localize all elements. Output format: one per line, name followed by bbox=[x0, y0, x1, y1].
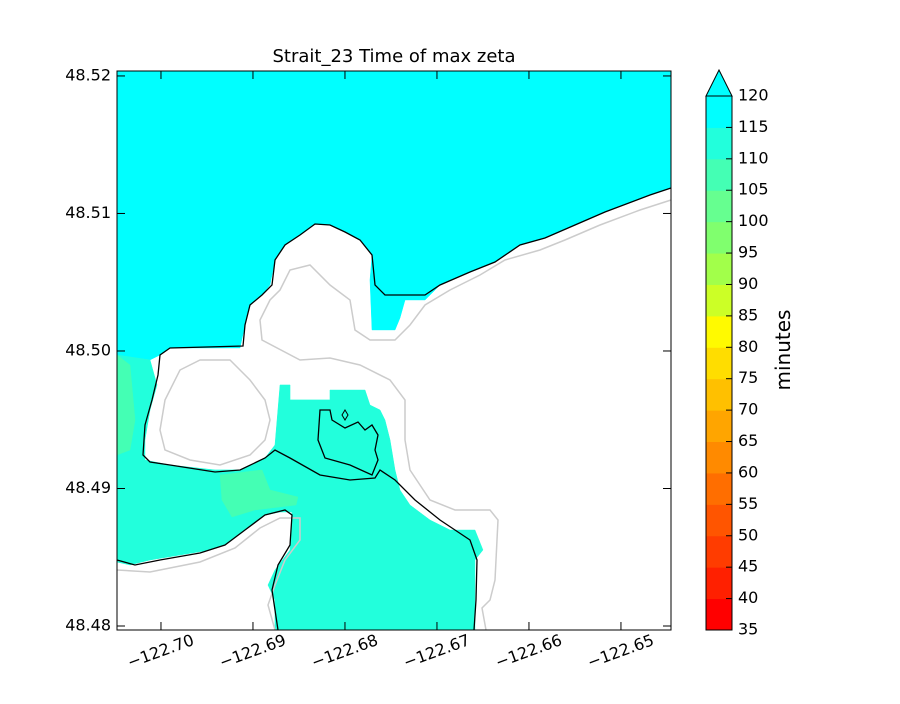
colorbar-tick-label: 105 bbox=[738, 180, 769, 199]
y-tick-label: 48.52 bbox=[65, 65, 111, 84]
colorbar-bin bbox=[706, 315, 732, 348]
colorbar-bin bbox=[706, 127, 732, 160]
colorbar-tick-label: 35 bbox=[738, 620, 758, 639]
colorbar-tick-label: 65 bbox=[738, 431, 758, 450]
depth-contour bbox=[159, 359, 271, 466]
colorbar-tick-label: 110 bbox=[738, 148, 769, 167]
colorbar-bin bbox=[706, 598, 732, 631]
colorbar-bin bbox=[706, 504, 732, 537]
shoreline bbox=[116, 509, 293, 631]
colorbar-tick-label: 95 bbox=[738, 243, 758, 262]
colorbar-tick-label: 80 bbox=[738, 337, 758, 356]
colorbar-tick-label: 120 bbox=[738, 86, 769, 105]
colorbar-bin bbox=[706, 535, 732, 568]
colorbar-bin bbox=[706, 472, 732, 505]
colorbar-bin bbox=[706, 378, 732, 411]
colorbar-bin bbox=[706, 567, 732, 600]
shoreline bbox=[317, 409, 379, 476]
shoreline bbox=[341, 409, 349, 421]
y-tick-label: 48.51 bbox=[65, 203, 111, 222]
colorbar-tick-label: 100 bbox=[738, 211, 769, 230]
colorbar-bin bbox=[706, 441, 732, 474]
coastlines bbox=[116, 187, 672, 631]
depth-contour bbox=[116, 517, 301, 631]
colorbar-tick-label: 50 bbox=[738, 525, 758, 544]
y-tick-label: 48.48 bbox=[65, 616, 111, 635]
colorbar-bin bbox=[706, 253, 732, 285]
colorbar-tick-label: 90 bbox=[738, 274, 758, 293]
contour-region bbox=[219, 469, 299, 518]
chart-title: Strait_23 Time of max zeta bbox=[273, 46, 516, 67]
colorbar-tick-label: 115 bbox=[738, 117, 769, 136]
y-tick-label: 48.49 bbox=[65, 478, 111, 497]
colorbar-bin bbox=[706, 96, 732, 128]
colorbar-bin bbox=[706, 284, 732, 317]
colorbar-bin bbox=[706, 190, 732, 223]
colorbar-extension bbox=[705, 68, 733, 97]
colorbar-tick-label: 55 bbox=[738, 494, 758, 513]
depth-contour bbox=[259, 199, 672, 631]
filled-contours bbox=[116, 70, 672, 631]
colorbar-tick-label: 85 bbox=[738, 305, 758, 324]
colorbar-tick-label: 45 bbox=[738, 557, 758, 576]
colorbar-bin bbox=[706, 410, 732, 443]
y-tick-label: 48.50 bbox=[65, 340, 111, 359]
colorbar-tick-label: 75 bbox=[738, 368, 758, 387]
colorbar-tick-label: 70 bbox=[738, 400, 758, 419]
colorbar-outline bbox=[705, 96, 733, 631]
colorbar-tick-label: 40 bbox=[738, 588, 758, 607]
colorbar: 35 40 45 50 55 60 65 70 75 80 85 90 95 100 105 110 115 12… bbox=[705, 68, 769, 639]
colorbar-bin bbox=[706, 158, 732, 191]
colorbar-label: minutes bbox=[771, 310, 795, 391]
colorbar-bin bbox=[706, 221, 732, 254]
colorbar-bin bbox=[706, 347, 732, 380]
shoreline bbox=[142, 187, 672, 631]
colorbar-tick-label: 60 bbox=[738, 462, 758, 481]
